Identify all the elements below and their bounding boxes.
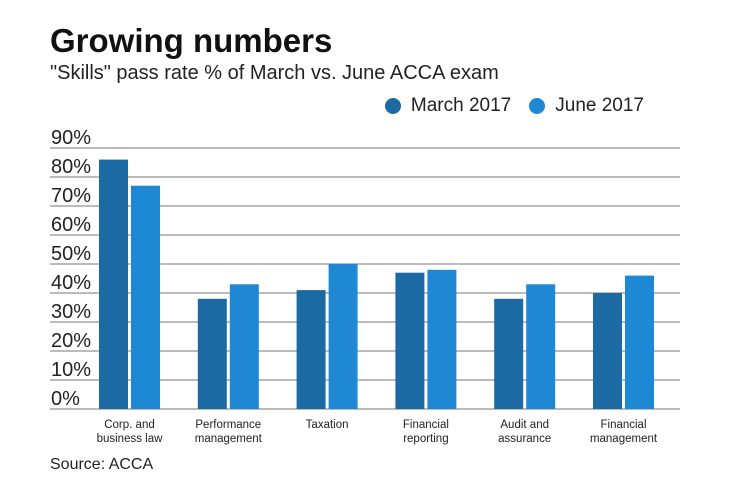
legend-item-june: June 2017 xyxy=(529,95,644,117)
y-tick-label: 90% xyxy=(51,127,91,149)
bar-june xyxy=(131,185,160,409)
x-tick-label: Corp. and xyxy=(104,419,155,431)
bar-june xyxy=(229,284,259,409)
x-tick-label: Audit and xyxy=(500,419,549,431)
y-tick-label: 50% xyxy=(51,243,91,265)
source-note: Source: ACCA xyxy=(50,456,154,473)
bar-march xyxy=(593,293,622,409)
x-tick-label: business law xyxy=(97,433,164,445)
y-tick-label: 0% xyxy=(51,388,80,410)
bar-june xyxy=(526,284,556,409)
x-tick-label: Financial xyxy=(600,419,646,431)
bar-march xyxy=(99,159,128,409)
chart-subtitle: "Skills" pass rate % of March vs. June A… xyxy=(50,62,499,84)
x-tick-label: reporting xyxy=(403,433,448,445)
bar-march xyxy=(395,272,425,409)
legend-swatch-march xyxy=(384,98,401,114)
legend-label: March 2017 xyxy=(410,95,512,116)
x-tick-label: Taxation xyxy=(306,419,349,431)
x-tick-label: Performance xyxy=(195,419,261,431)
legend-label: June 2017 xyxy=(555,95,644,116)
legend-item-march: March 2017 xyxy=(384,95,512,117)
bar-march xyxy=(197,298,227,409)
bar-june xyxy=(427,269,457,409)
x-tick-label: assurance xyxy=(498,433,551,445)
legend-swatch-june xyxy=(529,98,546,114)
x-tick-label: management xyxy=(590,433,658,445)
bar-june xyxy=(625,275,654,409)
legend: March 2017 June 2017 xyxy=(384,95,644,117)
x-tick-label: management xyxy=(195,433,263,445)
y-tick-label: 40% xyxy=(51,272,91,294)
x-tick-label: Financial xyxy=(403,419,449,431)
y-tick-label: 30% xyxy=(51,301,91,323)
bar-march xyxy=(494,298,524,409)
bar-march xyxy=(296,290,326,409)
y-tick-label: 10% xyxy=(51,359,91,381)
y-tick-label: 70% xyxy=(51,185,91,207)
y-tick-label: 60% xyxy=(51,214,91,236)
chart-title: Growing numbers xyxy=(50,22,333,59)
bar-june xyxy=(328,264,358,409)
y-tick-label: 20% xyxy=(51,330,91,352)
y-tick-label: 80% xyxy=(51,156,91,178)
